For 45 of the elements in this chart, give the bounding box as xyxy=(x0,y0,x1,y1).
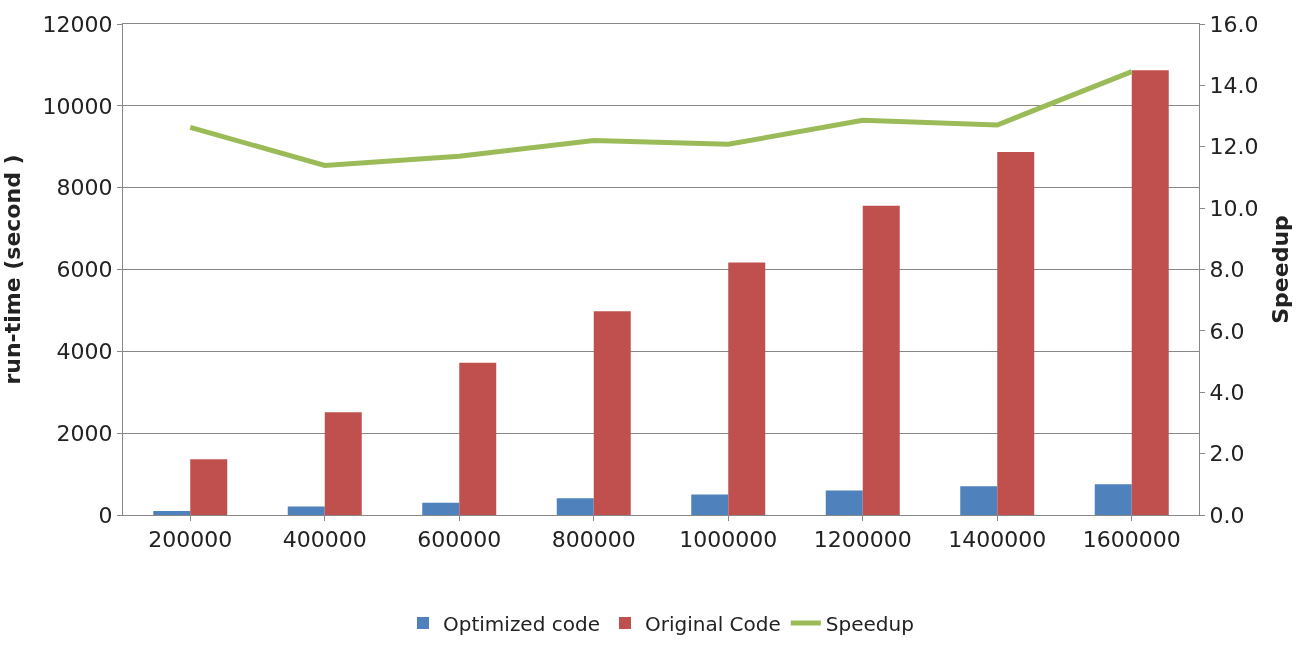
y2-tick-label: 14.0 xyxy=(1209,73,1259,99)
bar xyxy=(190,459,228,515)
legend-label: Optimized code xyxy=(443,611,600,636)
y2-tick-label: 2.0 xyxy=(1209,441,1245,467)
bar xyxy=(422,502,460,515)
y-tick-label: 6000 xyxy=(56,257,113,283)
bar xyxy=(691,494,729,515)
x-tick-label: 400000 xyxy=(282,527,367,553)
bar xyxy=(556,498,594,515)
y-tick-label: 4000 xyxy=(56,339,113,365)
y-tick-label: 12000 xyxy=(42,11,113,37)
x-tick-label: 1200000 xyxy=(813,527,912,553)
x-tick-label: 800000 xyxy=(551,527,636,553)
bar xyxy=(997,152,1035,515)
bar xyxy=(153,510,191,515)
y2-tick-label: 8.0 xyxy=(1209,257,1245,283)
bar xyxy=(287,506,325,515)
y-tick-label: 10000 xyxy=(42,93,113,119)
y2-tick-label: 12.0 xyxy=(1209,134,1259,160)
bar xyxy=(960,486,998,515)
x-tick-label: 1400000 xyxy=(948,527,1047,553)
bar xyxy=(728,262,766,515)
bar xyxy=(1094,484,1132,515)
y2-tick-label: 6.0 xyxy=(1209,318,1245,344)
bar xyxy=(825,490,863,515)
bar xyxy=(459,362,497,515)
y2-tick-label: 16.0 xyxy=(1209,11,1259,37)
x-tick-label: 1600000 xyxy=(1082,527,1181,553)
x-tick-label: 1000000 xyxy=(679,527,778,553)
legend-label: Speedup xyxy=(825,611,914,636)
bar xyxy=(862,205,900,515)
y-tick-label: 0 xyxy=(98,502,113,528)
y2-tick-label: 0.0 xyxy=(1209,502,1245,528)
bar xyxy=(1131,70,1169,515)
y-axis-title: run-time (second ) xyxy=(0,154,26,385)
x-tick-label: 200000 xyxy=(148,527,233,553)
y2-tick-label: 4.0 xyxy=(1209,379,1245,405)
x-tick-label: 600000 xyxy=(417,527,502,553)
y-tick-label: 2000 xyxy=(56,420,113,446)
y2-axis-title: Speedup xyxy=(1268,215,1294,324)
y-tick-label: 8000 xyxy=(56,175,113,201)
bar xyxy=(324,412,362,515)
y2-tick-label: 10.0 xyxy=(1209,195,1259,221)
bar xyxy=(593,311,631,515)
legend-label: Original Code xyxy=(644,611,781,636)
